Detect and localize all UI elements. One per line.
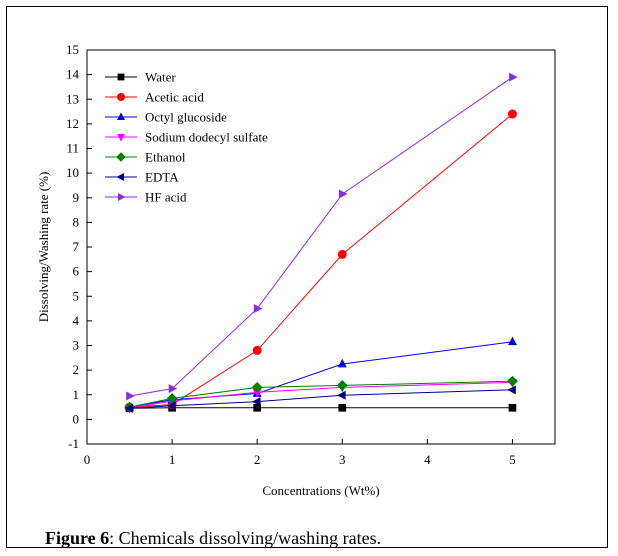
series-line-acetic-acid <box>129 113 513 408</box>
data-point-acetic-acid <box>252 345 262 355</box>
y-tick-label: 8 <box>73 214 80 229</box>
legend-marker-acetic-acid <box>117 93 125 101</box>
y-tick-label: 5 <box>73 288 80 303</box>
data-point-acetic-acid <box>337 249 347 259</box>
legend-marker-sodium-dodecyl-sulfate <box>117 134 125 142</box>
figure-frame: -1 0 1 2 3 4 5 6 7 8 9 10 11 12 13 14 15 0 1 2 3 4 5 Concentrat… <box>6 6 608 548</box>
y-tick-label: 15 <box>66 42 79 57</box>
data-point-water <box>508 403 517 412</box>
y-tick-label: 10 <box>66 165 79 180</box>
data-point-octyl-glucoside <box>337 358 347 368</box>
legend-label-edta: EDTA <box>145 170 179 185</box>
legend-label-sodium-dodecyl-sulfate: Sodium dodecyl sulfate <box>145 130 268 145</box>
y-tick-label: 7 <box>73 239 80 254</box>
data-point-ethanol <box>507 375 518 387</box>
y-tick-label: 13 <box>66 91 79 106</box>
series-line-hf-acid <box>129 76 513 397</box>
y-tick-label: 14 <box>66 67 80 82</box>
data-point-ethanol <box>336 379 348 391</box>
y-tick-label: -1 <box>68 436 79 451</box>
data-point-hf-acid <box>126 391 135 401</box>
legend-label-water: Water <box>145 70 176 85</box>
data-point-hf-acid <box>253 304 263 314</box>
series-line-ethanol <box>129 380 513 408</box>
data-point-edta <box>252 397 261 407</box>
data-point-ethanol <box>251 381 263 393</box>
data-point-ethanol <box>166 393 178 404</box>
data-point-water <box>253 403 262 412</box>
x-tick-label: 0 <box>84 452 91 467</box>
y-tick-label: 12 <box>66 116 79 131</box>
data-point-octyl-glucoside <box>507 336 517 346</box>
legend-label-ethanol: Ethanol <box>145 150 186 165</box>
data-point-edta <box>166 401 176 411</box>
x-tick-label: 3 <box>339 452 346 467</box>
legend-marker-water <box>117 73 125 81</box>
legend-marker-ethanol <box>116 152 126 162</box>
data-point-edta <box>124 403 133 413</box>
caption-text: : Chemicals dissolving/washing rates. <box>109 528 382 548</box>
x-tick-label: 5 <box>509 452 516 467</box>
y-tick-label: 4 <box>73 313 80 328</box>
data-point-edta <box>337 390 346 400</box>
x-tick-label: 1 <box>169 452 176 467</box>
y-tick-label: 3 <box>73 338 80 353</box>
data-point-hf-acid <box>338 189 348 199</box>
y-tick-label: 1 <box>73 387 80 402</box>
caption-label: Figure 6 <box>45 528 110 548</box>
x-axis-label: Concentrations (Wt%) <box>262 483 379 498</box>
x-tick-label: 4 <box>424 452 431 467</box>
y-tick-label: 2 <box>73 362 80 377</box>
x-tick-label: 2 <box>254 452 261 467</box>
figure-caption: Figure 6: Chemicals dissolving/washing r… <box>45 528 381 549</box>
series-line-water <box>129 407 513 409</box>
legend-marker-octyl-glucoside <box>117 112 125 120</box>
data-point-hf-acid <box>168 384 178 394</box>
y-axis-label: Dissolving/Washing rate (%) <box>36 172 51 323</box>
legend-marker-hf-acid <box>118 193 126 201</box>
data-point-acetic-acid <box>507 109 517 119</box>
y-tick-label: 6 <box>73 264 80 279</box>
legend-label-octyl-glucoside: Octyl glucoside <box>145 110 227 125</box>
legend-label-hf-acid: HF acid <box>145 190 187 205</box>
data-point-sodium-dodecyl-sulfate <box>252 388 262 398</box>
y-tick-label: 0 <box>73 411 80 426</box>
data-point-water <box>338 403 347 412</box>
data-point-edta <box>507 385 516 395</box>
y-tick-label: 11 <box>66 141 79 156</box>
data-point-hf-acid <box>509 72 518 82</box>
legend-marker-edta <box>116 173 124 181</box>
legend-label-acetic-acid: Acetic acid <box>145 90 204 105</box>
y-tick-label: 9 <box>73 190 80 205</box>
